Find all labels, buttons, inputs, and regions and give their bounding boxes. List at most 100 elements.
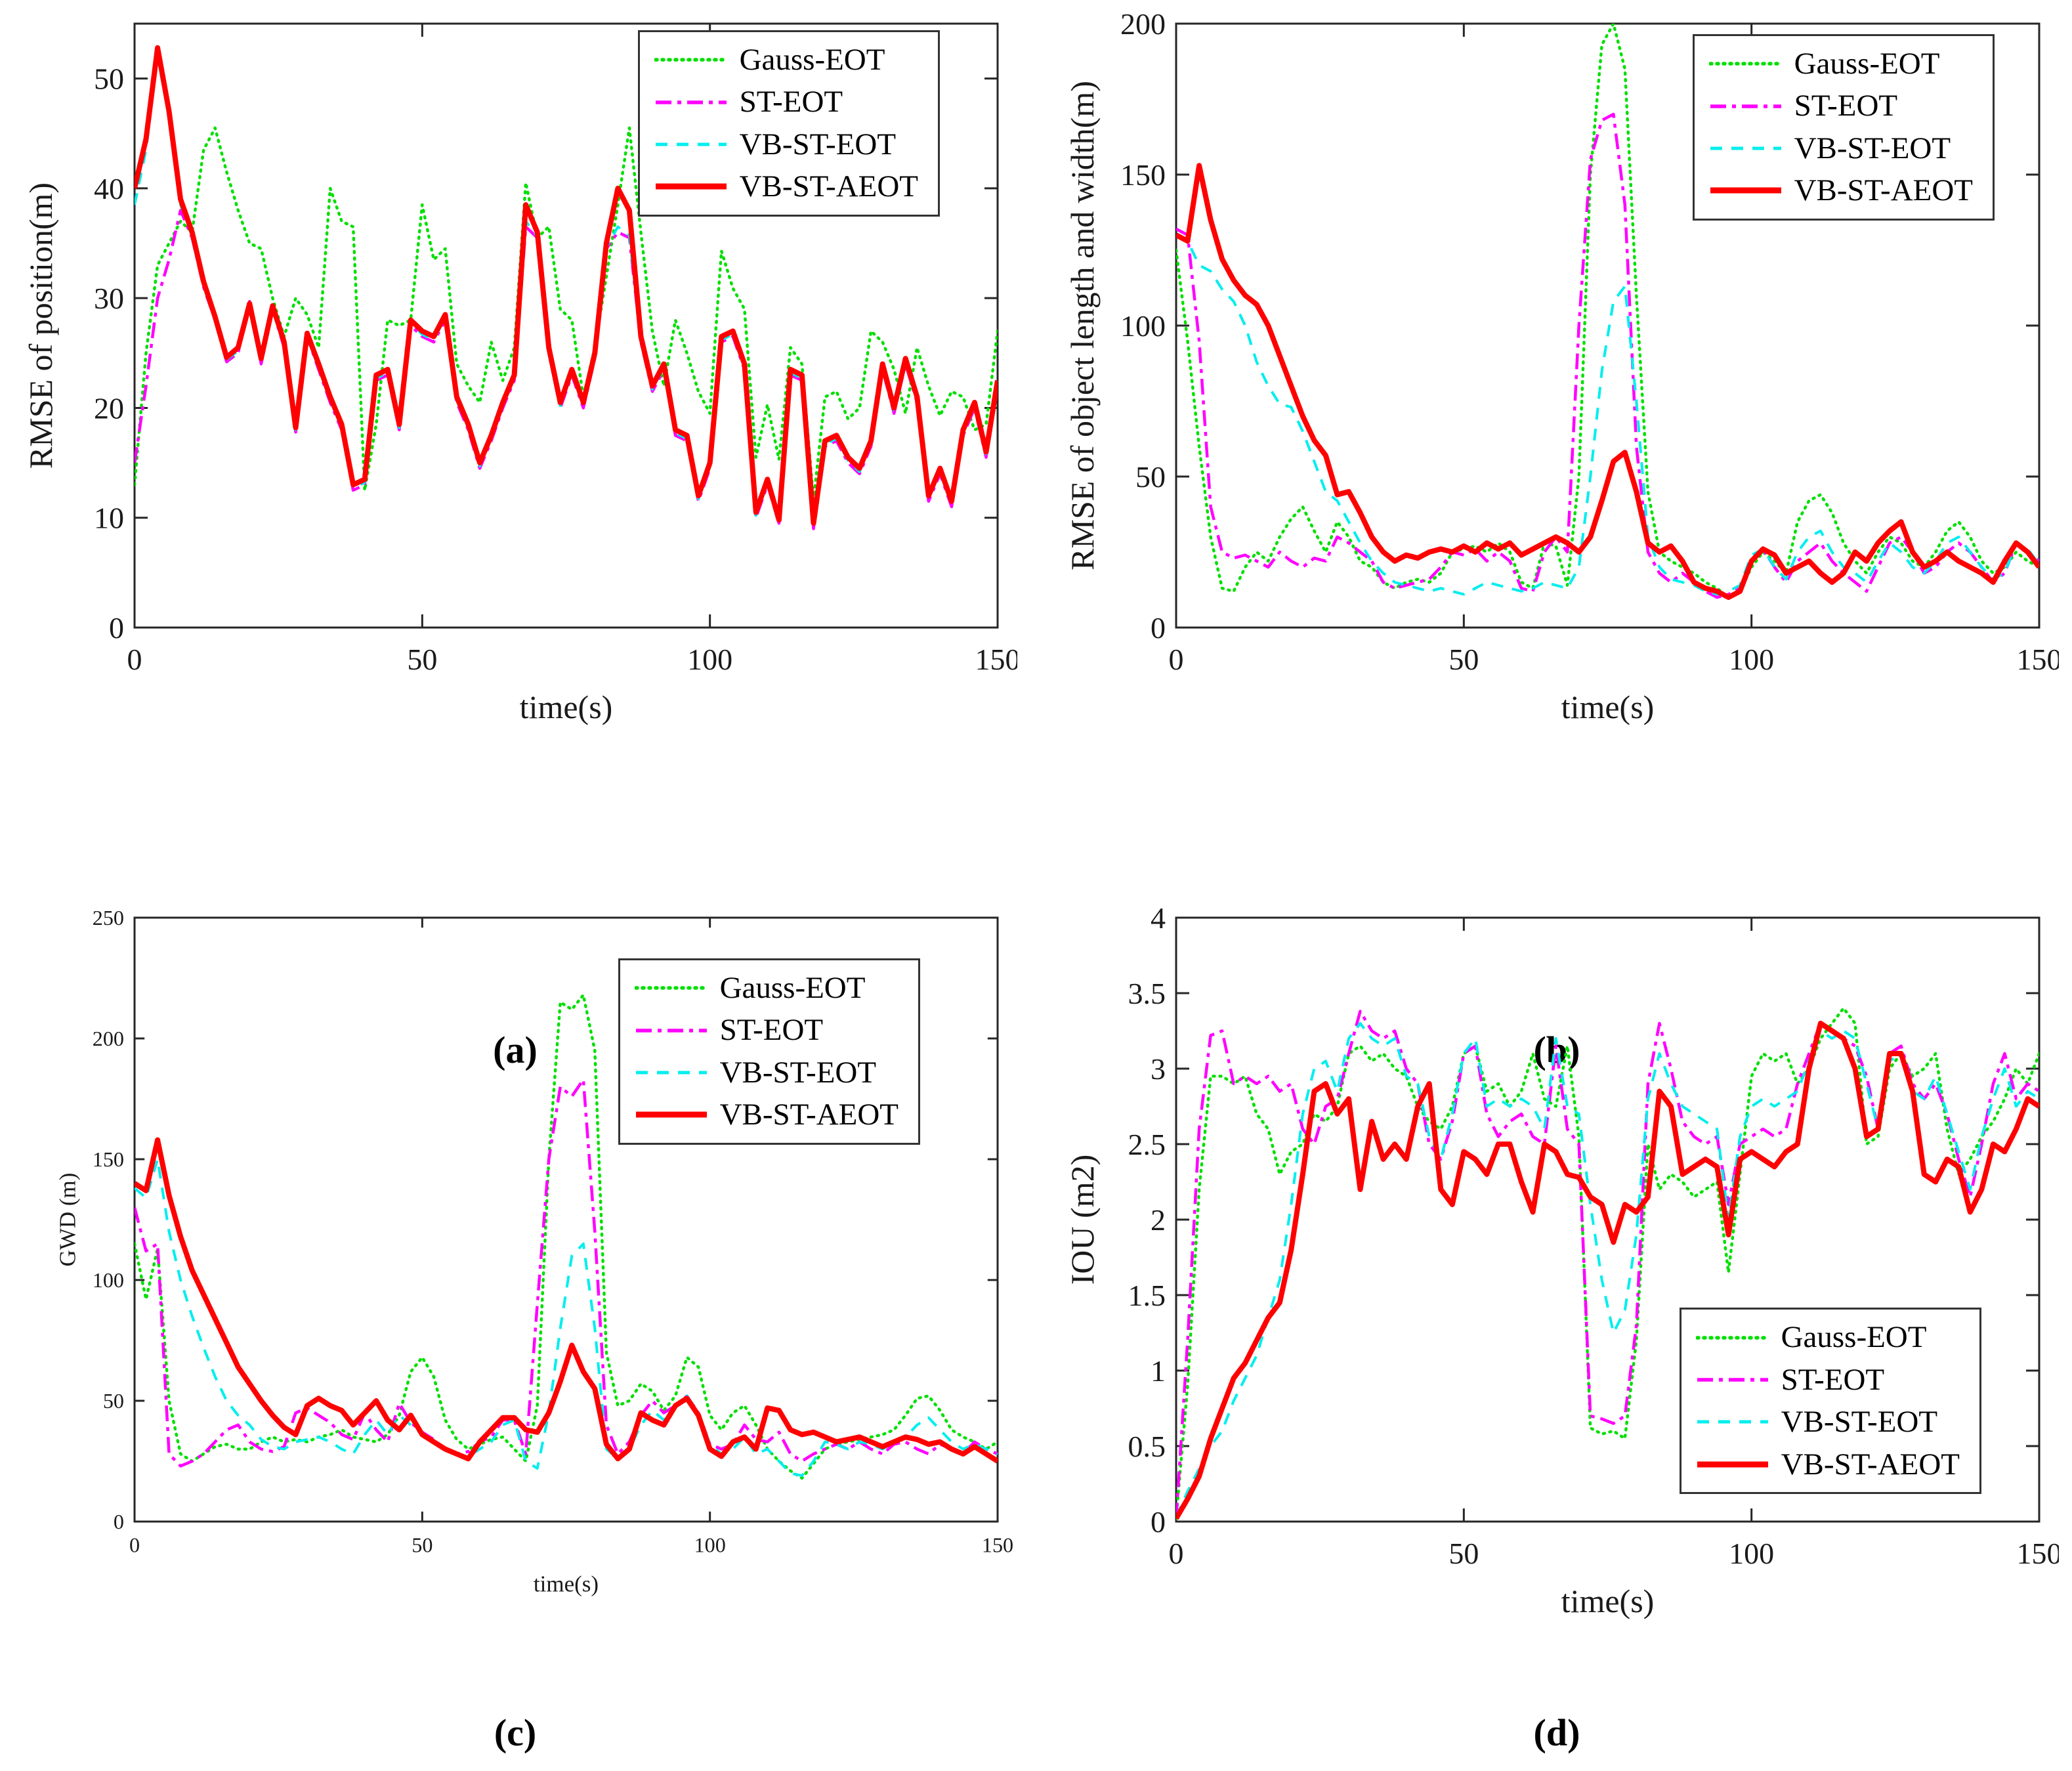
legend-item-st-eot: ST-EOT xyxy=(654,83,918,120)
legend-line-sample xyxy=(1697,1420,1768,1424)
legend-label: Gauss-EOT xyxy=(739,43,885,77)
legend-label: VB-ST-EOT xyxy=(739,127,897,161)
legend-label: Gauss-EOT xyxy=(1794,47,1940,81)
legend-line-sample xyxy=(654,58,728,62)
series-vb-st-aeot xyxy=(135,45,998,526)
svg-text:0: 0 xyxy=(1169,643,1184,676)
svg-text:250: 250 xyxy=(93,906,124,929)
chart-a-canvas: 0 50 100 150 0 10 20 30 40 50 time(s) RMSE of posit… xyxy=(22,22,1018,725)
legend-item-gauss-eot: Gauss-EOT xyxy=(654,41,918,78)
svg-text:100: 100 xyxy=(694,1533,726,1557)
svg-text:0: 0 xyxy=(1169,1537,1184,1570)
chart-a-figure: 0 50 100 150 0 10 20 30 40 50 time(s) RMSE of posit… xyxy=(13,4,1017,1072)
chart-c-canvas: 0 50 100 150 0 50 100 150 200 250 time(s) GWD (m) xyxy=(54,906,1013,1597)
svg-text:50: 50 xyxy=(103,1389,124,1413)
legend-label: VB-ST-AEOT xyxy=(719,1098,899,1132)
x-axis-label-c: time(s) xyxy=(534,1571,599,1597)
legend-item-vb-st-eot: VB-ST-EOT xyxy=(1709,130,1973,167)
legend-item-vb-st-eot: VB-ST-EOT xyxy=(1696,1403,1960,1440)
chart-b-plot: 0 50 100 150 0 50 100 150 200 time(s) RMSE of obje… xyxy=(1055,4,2059,739)
svg-text:200: 200 xyxy=(93,1027,124,1050)
legend-item-vb-st-aeot: VB-ST-AEOT xyxy=(1696,1446,1960,1483)
legend-label: ST-EOT xyxy=(719,1013,824,1048)
svg-text:100: 100 xyxy=(1729,643,1774,676)
legend-line-sample xyxy=(1710,187,1781,194)
svg-text:3: 3 xyxy=(1151,1052,1166,1086)
svg-text:50: 50 xyxy=(412,1533,433,1557)
legend-line-sample xyxy=(1695,1335,1769,1340)
y-axis-label-b: RMSE of object length and width(m) xyxy=(1064,81,1101,570)
series-vb-st-eot xyxy=(1176,1022,2039,1518)
legend-item-st-eot: ST-EOT xyxy=(1696,1361,1960,1398)
legend-label: VB-ST-EOT xyxy=(1781,1405,1938,1440)
legend-line-sample xyxy=(1708,62,1783,66)
svg-text:10: 10 xyxy=(94,501,124,535)
series-vb-st-aeot xyxy=(1176,1021,2039,1520)
chart-b-figure: 0 50 100 150 0 50 100 150 200 time(s) RMSE of obje… xyxy=(1055,4,2059,1072)
svg-text:0: 0 xyxy=(129,1533,140,1557)
chart-a-caption: (a) xyxy=(493,1029,538,1071)
chart-c-caption: (c) xyxy=(494,1711,537,1754)
x-axis-label-a: time(s) xyxy=(520,689,613,725)
legend-item-gauss-eot: Gauss-EOT xyxy=(634,970,899,1006)
svg-text:0: 0 xyxy=(114,1510,124,1533)
svg-text:150: 150 xyxy=(2017,643,2060,676)
chart-b-canvas: 0 50 100 150 0 50 100 150 200 time(s) RMSE of obje… xyxy=(1064,7,2060,725)
legend-line-sample xyxy=(635,1028,707,1033)
svg-text:150: 150 xyxy=(2017,1537,2060,1570)
legend-item-vb-st-eot: VB-ST-EOT xyxy=(654,126,918,163)
svg-text:100: 100 xyxy=(1729,1537,1774,1570)
series-gauss-eot xyxy=(1176,24,2039,599)
series-st-eot xyxy=(1176,112,2039,599)
legend-item-vb-st-aeot: VB-ST-AEOT xyxy=(635,1096,899,1133)
legend-line-sample xyxy=(655,142,727,146)
series-vb-st-eot xyxy=(135,1158,998,1478)
svg-text:100: 100 xyxy=(1120,309,1166,343)
svg-text:0: 0 xyxy=(1151,1505,1166,1539)
chart-d-canvas: 0 50 100 150 0 0.5 1 1.5 2 2.5 3 3.5 4 time(s) IOU (m2… xyxy=(1064,901,2060,1619)
svg-text:100: 100 xyxy=(93,1268,124,1292)
legend-item-st-eot: ST-EOT xyxy=(635,1012,899,1048)
svg-text:30: 30 xyxy=(94,282,124,315)
svg-text:4: 4 xyxy=(1151,901,1166,935)
y-axis-label-c: GWD (m) xyxy=(54,1173,80,1267)
legend-label: VB-ST-AEOT xyxy=(1794,173,1973,208)
chart-d-plot: 0 50 100 150 0 0.5 1 1.5 2 2.5 3 3.5 4 time(s) IOU (m2… xyxy=(1055,898,2059,1633)
svg-text:100: 100 xyxy=(687,643,732,676)
legend-item-vb-st-aeot: VB-ST-AEOT xyxy=(654,168,918,205)
legend-line-sample xyxy=(635,1071,707,1075)
x-axis-label-d: time(s) xyxy=(1561,1583,1655,1619)
chart-d-figure: 0 50 100 150 0 0.5 1 1.5 2 2.5 3 3.5 4 time(s) IOU (m2… xyxy=(1055,898,2059,1755)
series-st-eot xyxy=(1176,1010,2039,1519)
legend-label: VB-ST-EOT xyxy=(719,1055,877,1090)
chart-d-caption: (d) xyxy=(1533,1711,1580,1754)
svg-text:150: 150 xyxy=(1120,158,1166,192)
svg-text:2: 2 xyxy=(1151,1203,1166,1237)
legend-line-sample xyxy=(1697,1378,1768,1382)
series-vb-st-aeot xyxy=(135,1137,998,1464)
legend-label: Gauss-EOT xyxy=(719,971,866,1005)
legend-line-sample xyxy=(635,1111,707,1118)
svg-text:50: 50 xyxy=(1135,460,1166,494)
legend-item-st-eot: ST-EOT xyxy=(1709,87,1973,124)
chart-d-legend: Gauss-EOT ST-EOT VB-ST-EOT VB-ST-AEOT xyxy=(1679,1308,1981,1494)
series-gauss-eot xyxy=(1176,1006,2039,1520)
x-axis-label-b: time(s) xyxy=(1561,689,1655,725)
svg-text:1: 1 xyxy=(1151,1354,1166,1388)
svg-text:2.5: 2.5 xyxy=(1128,1128,1166,1161)
legend-line-sample xyxy=(655,100,727,104)
svg-text:150: 150 xyxy=(982,1533,1013,1557)
svg-text:0: 0 xyxy=(109,611,124,645)
series-vb-st-eot xyxy=(1176,234,2039,596)
svg-text:0: 0 xyxy=(127,643,142,676)
chart-c-legend: Gauss-EOT ST-EOT VB-ST-EOT VB-ST-AEOT xyxy=(618,958,920,1145)
svg-text:50: 50 xyxy=(407,643,437,676)
y-axis-label-a: RMSE of position(m) xyxy=(22,182,59,469)
legend-label: ST-EOT xyxy=(739,85,843,119)
svg-text:150: 150 xyxy=(975,643,1018,676)
chart-b-legend: Gauss-EOT ST-EOT VB-ST-EOT VB-ST-AEOT xyxy=(1692,34,1995,221)
legend-item-vb-st-aeot: VB-ST-AEOT xyxy=(1709,172,1973,209)
legend-label: ST-EOT xyxy=(1794,89,1898,123)
svg-text:200: 200 xyxy=(1120,7,1166,41)
